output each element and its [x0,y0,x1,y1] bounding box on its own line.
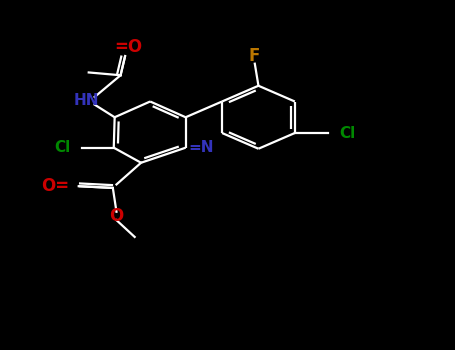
Text: =O: =O [115,37,143,56]
Text: O: O [109,207,124,225]
Text: =N: =N [188,140,213,155]
Text: F: F [248,47,259,65]
Text: Cl: Cl [339,126,356,140]
Text: HN: HN [74,93,99,108]
Text: O=: O= [41,177,70,195]
Text: Cl: Cl [54,140,71,155]
